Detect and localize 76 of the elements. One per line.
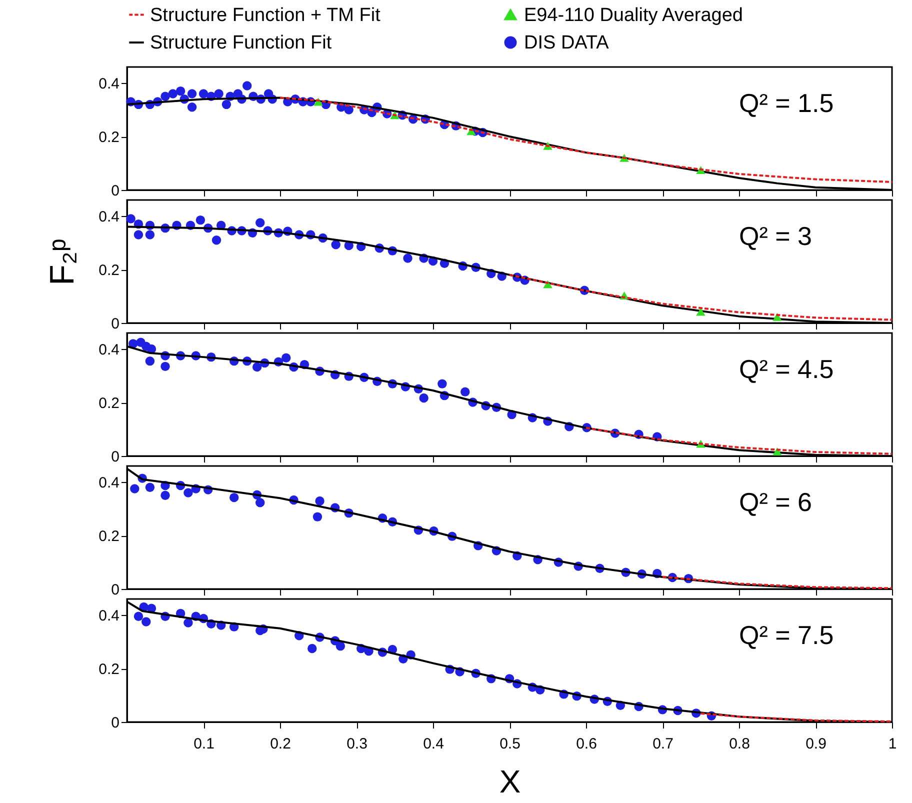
y-tick-label: 0.2 [98,262,120,280]
point [184,488,193,498]
x-tick-label: 0.9 [806,736,826,752]
annotation: Q² = 4.5 [739,354,834,384]
point [242,81,252,90]
annotation: Q² = 3 [739,220,812,251]
point [282,353,291,362]
point [252,362,262,372]
y-tick-label: 0.2 [98,661,120,678]
annotation: Q² = 7.5 [739,620,834,650]
point [134,230,144,240]
point [344,105,354,114]
point [160,92,170,102]
legend-label: E94-110 Duality Averaged [524,4,744,26]
point [187,89,197,98]
point [331,240,340,250]
point [460,387,470,396]
x-axis-title: X [499,764,521,800]
point [312,512,322,522]
x-tick-label: 0.4 [423,736,444,752]
y-tick-label: 0 [111,182,120,200]
y-tick-label: 0.2 [98,528,120,546]
point [168,89,178,98]
point [256,218,265,228]
x-tick-label: 0.1 [194,736,214,752]
point [134,612,144,621]
point [184,618,193,628]
x-tick-label: 1 [888,736,897,752]
point [198,89,208,98]
point [419,393,428,403]
point [160,362,170,372]
point [229,492,239,502]
point [308,644,317,654]
point [187,102,197,112]
y-tick-label: 0 [111,448,120,466]
line-series [508,274,893,321]
point [222,100,232,110]
y-tick-label: 0 [111,316,120,332]
legend-label: Structure Function + TM Fit [150,4,382,26]
x-tick-label: 0.7 [652,736,674,752]
point [145,482,155,492]
x-tick-label: 0.8 [729,736,750,752]
y-tick-label: 0 [111,714,120,732]
point [696,308,706,316]
point [160,490,170,500]
y-tick-label: 0.2 [98,129,120,146]
y-tick-label: 0.4 [98,76,120,93]
x-tick-label: 0.5 [500,736,520,752]
point [315,496,324,506]
point [438,379,447,388]
x-tick-label: 0.3 [346,736,368,752]
point [130,484,140,494]
point [142,617,151,626]
x-tick-label: 0.2 [270,736,291,752]
point [214,89,224,98]
x-tick-label: 0.6 [576,736,597,752]
annotation: Q² = 1.5 [739,88,834,118]
legend-label: DIS DATA [524,32,610,54]
point [403,254,412,263]
annotation: Q² = 6 [739,486,812,517]
point [176,86,186,96]
point [126,214,136,224]
y-tick-label: 0.4 [98,474,120,492]
y-tick-label: 0.2 [98,395,120,412]
y-tick-label: 0.4 [98,208,120,226]
point [336,641,346,651]
point [196,215,206,225]
y-tick-label: 0 [111,582,120,598]
y-axis-title: F₂ᵖ [44,238,82,286]
legend-label: Structure Function Fit [150,32,332,54]
point [212,236,222,245]
point [145,230,155,240]
y-tick-label: 0.4 [98,608,120,625]
point [256,498,265,508]
y-tick-label: 0.4 [98,342,120,359]
point [145,356,155,366]
